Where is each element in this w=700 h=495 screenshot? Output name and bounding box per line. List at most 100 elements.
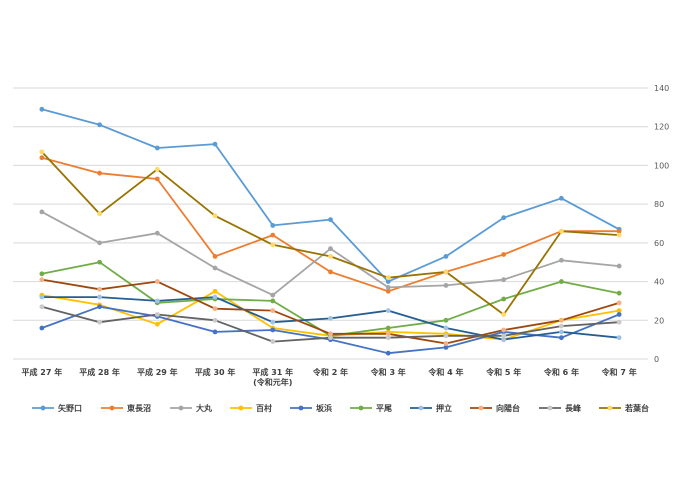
data-point bbox=[559, 279, 564, 284]
legend-label: 大丸 bbox=[196, 403, 213, 413]
legend-marker bbox=[40, 405, 46, 411]
data-point bbox=[154, 279, 160, 284]
x-tick-label: 平成 30 年 bbox=[195, 367, 236, 377]
series-押立 bbox=[39, 294, 622, 343]
data-point bbox=[154, 176, 160, 182]
data-point bbox=[616, 308, 622, 314]
x-tick-label: 令和 5 年 bbox=[485, 367, 521, 377]
data-point bbox=[616, 232, 622, 238]
data-point bbox=[39, 149, 45, 155]
data-point bbox=[328, 335, 333, 341]
data-point bbox=[97, 259, 102, 265]
x-tick-label: 平成 28 年 bbox=[79, 367, 120, 377]
data-point bbox=[385, 331, 391, 337]
legend-marker bbox=[298, 405, 304, 411]
data-point bbox=[39, 277, 45, 283]
y-tick-label: 120 bbox=[654, 123, 669, 132]
series-大丸 bbox=[39, 209, 622, 298]
y-tick-label: 140 bbox=[654, 84, 669, 93]
data-point bbox=[443, 325, 449, 331]
data-point bbox=[97, 304, 102, 310]
data-point bbox=[501, 296, 507, 302]
series-東長沼 bbox=[39, 155, 622, 294]
data-point bbox=[385, 325, 391, 331]
y-tick-label: 60 bbox=[654, 239, 664, 248]
data-point bbox=[270, 327, 276, 333]
data-point bbox=[443, 341, 449, 346]
legend-item: 平尾 bbox=[350, 404, 392, 413]
data-point bbox=[154, 321, 160, 327]
data-point bbox=[616, 263, 622, 269]
data-point bbox=[154, 230, 160, 236]
data-point bbox=[443, 317, 449, 323]
data-point bbox=[270, 339, 276, 344]
data-point bbox=[212, 288, 218, 294]
data-point bbox=[328, 269, 333, 275]
x-tick-label: 令和 4 年 bbox=[427, 367, 463, 377]
data-point bbox=[385, 275, 391, 281]
data-point bbox=[559, 323, 564, 329]
data-point bbox=[39, 209, 45, 215]
y-tick-label: 80 bbox=[654, 200, 664, 209]
data-point bbox=[154, 312, 160, 317]
data-point bbox=[443, 333, 449, 339]
data-point bbox=[616, 290, 622, 296]
data-point bbox=[328, 331, 333, 337]
legend-label: 若葉台 bbox=[624, 403, 649, 413]
data-point bbox=[328, 315, 333, 321]
data-point bbox=[501, 337, 507, 343]
data-point bbox=[39, 155, 45, 161]
data-point bbox=[97, 122, 102, 128]
series-向陽台 bbox=[39, 277, 622, 346]
data-point bbox=[154, 145, 160, 151]
legend-marker bbox=[178, 405, 184, 411]
data-point bbox=[616, 300, 622, 306]
data-point bbox=[270, 292, 276, 298]
data-point bbox=[501, 312, 507, 317]
legend-label: 平尾 bbox=[376, 404, 392, 413]
legend-marker bbox=[607, 405, 613, 411]
data-point bbox=[501, 333, 507, 339]
legend-label: 向陽台 bbox=[496, 403, 520, 413]
legend-item: 東長沼 bbox=[101, 403, 151, 413]
legend-label: 東長沼 bbox=[127, 403, 151, 413]
data-point bbox=[97, 240, 102, 246]
data-point bbox=[559, 329, 564, 335]
legend-label: 坂浜 bbox=[316, 403, 332, 413]
series-若葉台 bbox=[39, 149, 622, 317]
data-point bbox=[616, 319, 622, 325]
legend-label: 押立 bbox=[436, 403, 452, 413]
x-tick-label: 令和 6 年 bbox=[543, 367, 579, 377]
data-point bbox=[97, 211, 102, 217]
legend-label: 長峰 bbox=[565, 403, 581, 413]
data-point bbox=[385, 350, 391, 356]
data-point bbox=[501, 277, 507, 283]
data-point bbox=[212, 141, 218, 147]
data-point bbox=[212, 254, 218, 259]
data-point bbox=[559, 335, 564, 341]
series-lines bbox=[39, 106, 622, 356]
x-tick-label: 平成 31 年 bbox=[252, 367, 293, 377]
data-point bbox=[559, 195, 564, 201]
data-point bbox=[39, 325, 45, 331]
legend-marker bbox=[418, 405, 424, 411]
data-point bbox=[154, 166, 160, 172]
data-point bbox=[39, 294, 45, 300]
data-point bbox=[385, 284, 391, 290]
legend-item: 向陽台 bbox=[470, 403, 520, 413]
data-point bbox=[616, 312, 622, 317]
legend-item: 百村 bbox=[230, 403, 272, 413]
data-point bbox=[443, 254, 449, 259]
data-point bbox=[270, 298, 276, 304]
data-point bbox=[39, 271, 45, 277]
x-tick-label: 令和 3 年 bbox=[370, 367, 406, 377]
y-tick-label: 40 bbox=[654, 278, 664, 287]
x-axis-ticks: 平成 27 年 平成 28 年 平成 29 年 平成 30 年 平成 31 年(令和元年… bbox=[22, 367, 637, 387]
data-point bbox=[39, 304, 45, 310]
data-point bbox=[212, 265, 218, 271]
data-point bbox=[559, 228, 564, 234]
data-point bbox=[385, 288, 391, 294]
data-point bbox=[328, 246, 333, 252]
data-point bbox=[501, 252, 507, 257]
data-point bbox=[501, 327, 507, 333]
